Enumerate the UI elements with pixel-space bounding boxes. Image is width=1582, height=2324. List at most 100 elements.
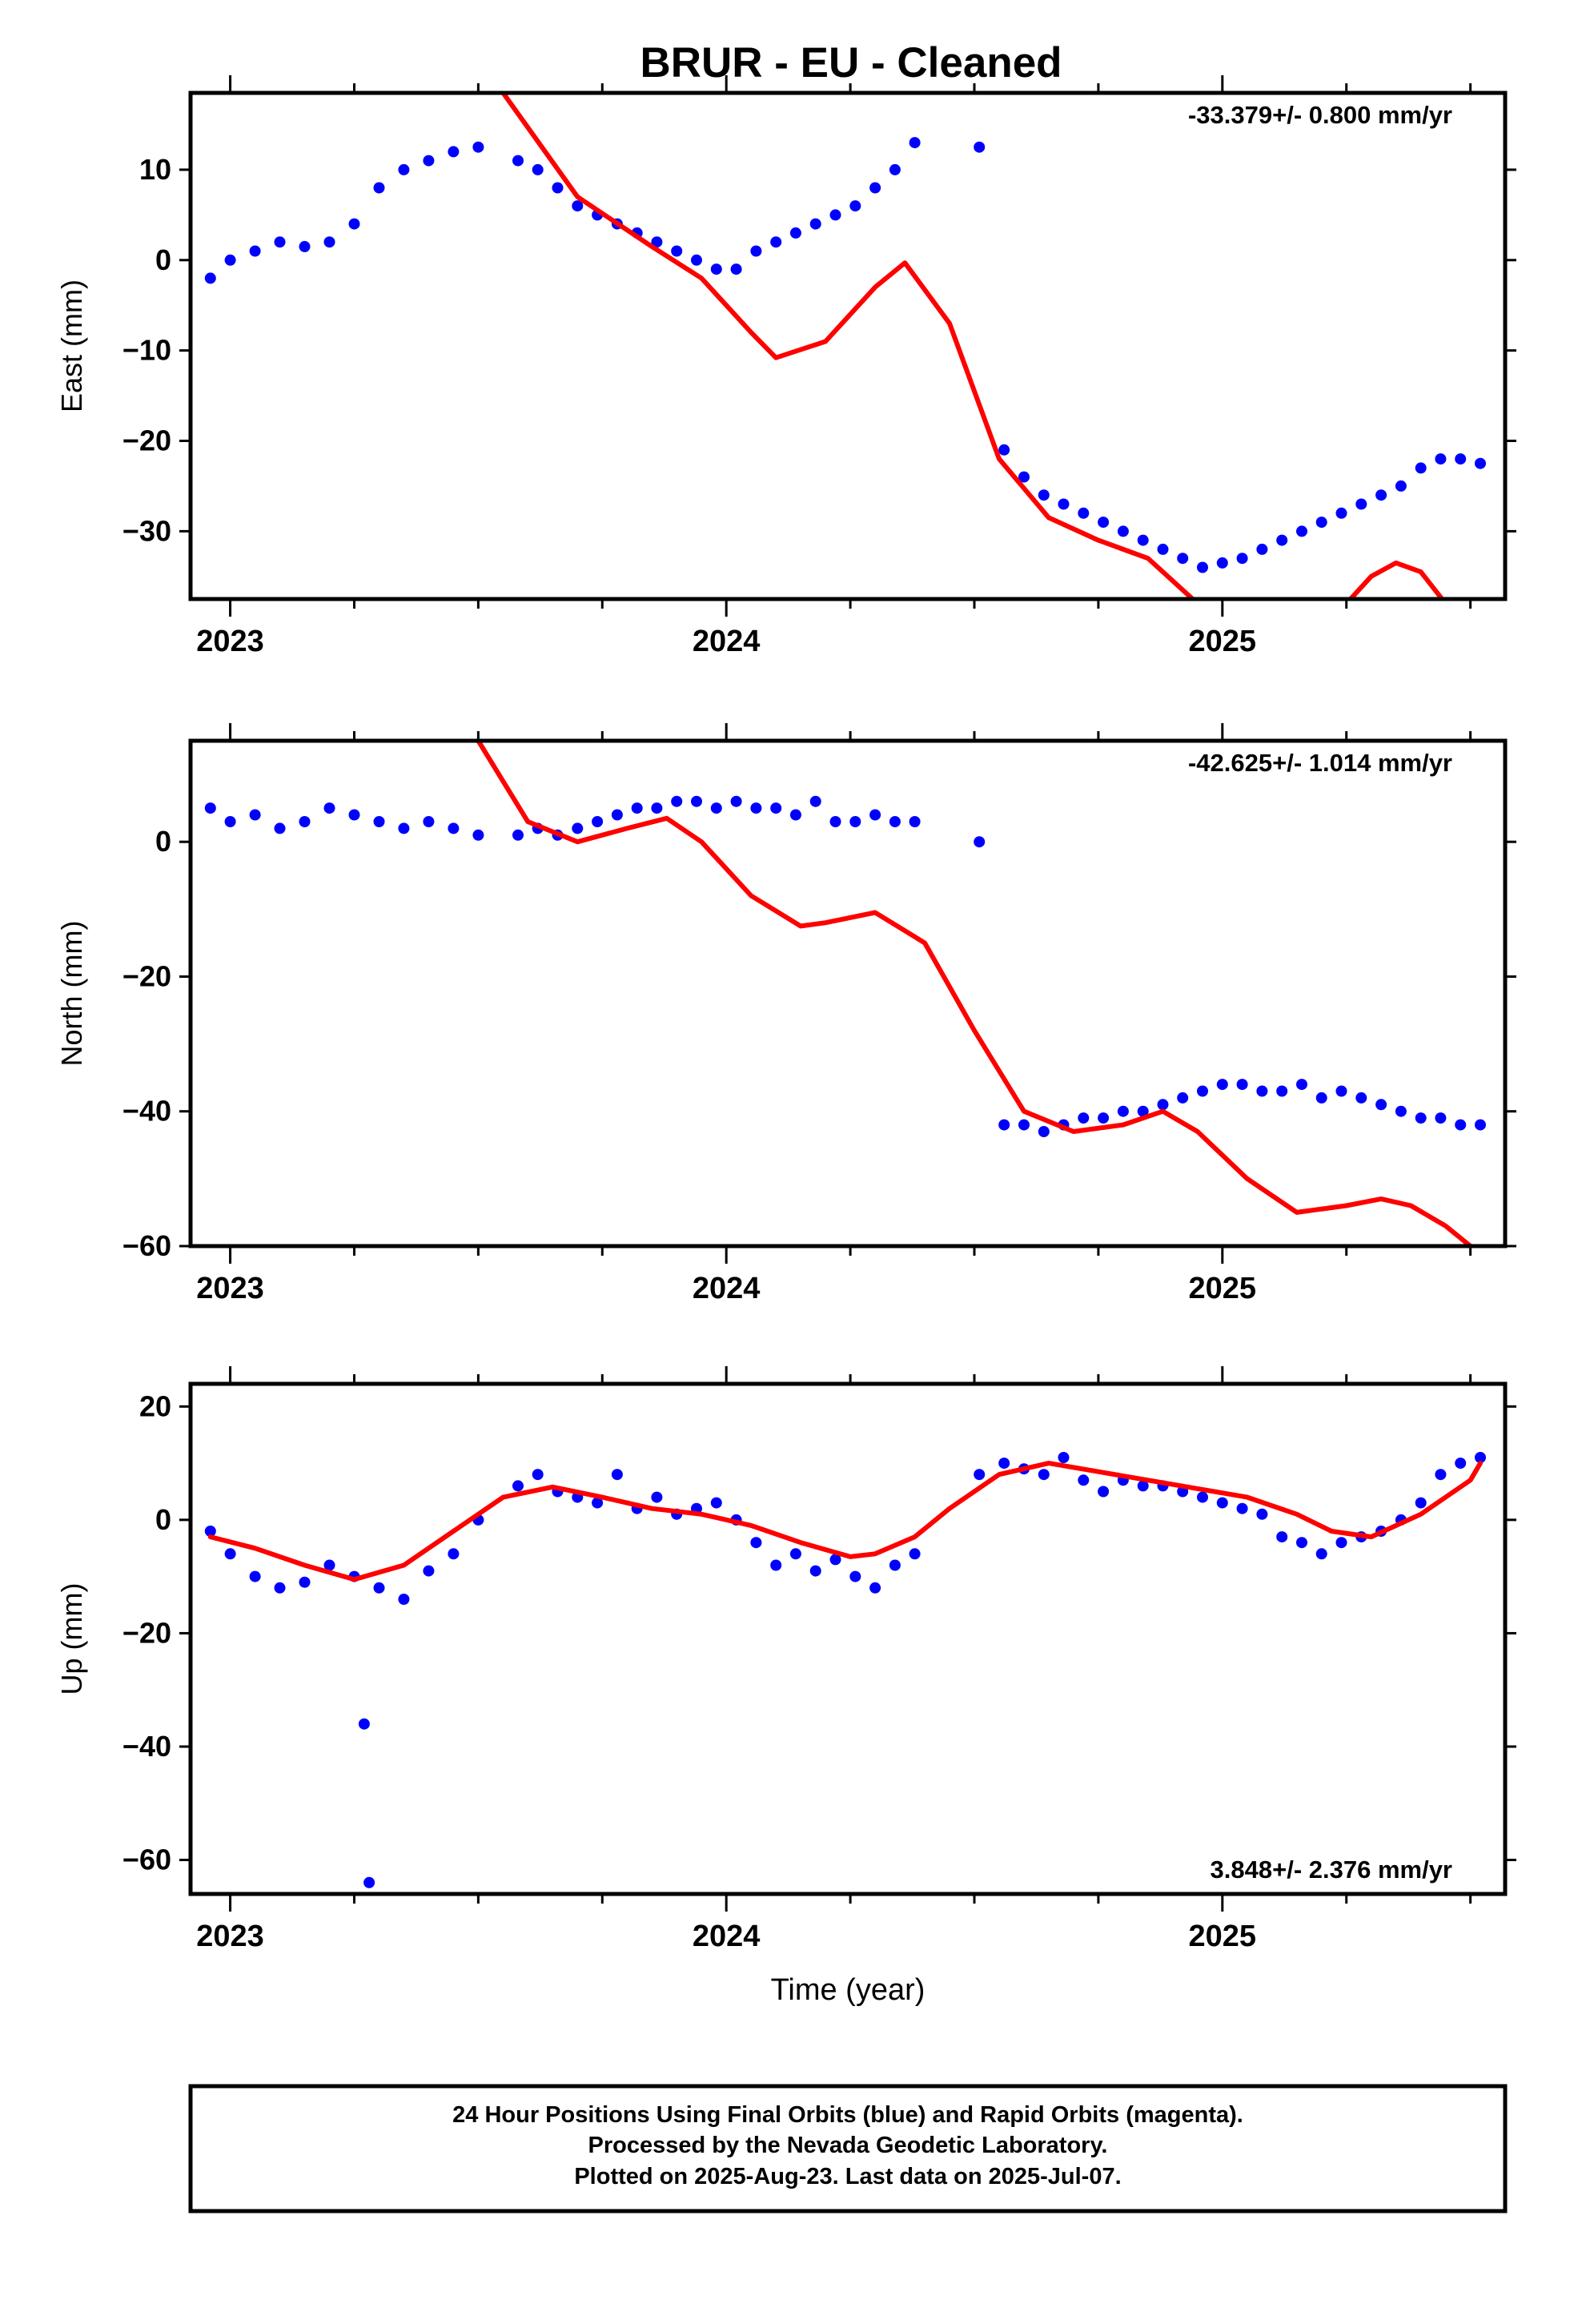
data-point <box>323 236 335 248</box>
data-point <box>532 1469 544 1481</box>
data-point <box>592 816 604 827</box>
data-point <box>1018 1119 1030 1131</box>
y-tick-label: −20 <box>122 424 171 457</box>
data-point <box>299 240 311 252</box>
data-point <box>1415 1112 1427 1124</box>
data-point <box>1256 543 1268 555</box>
data-point <box>1435 453 1447 465</box>
data-point <box>1335 1537 1347 1549</box>
y-tick-label: −20 <box>122 1616 171 1649</box>
data-point <box>1177 1092 1189 1104</box>
y-tick-label: 10 <box>139 153 171 186</box>
figure-title: BRUR - EU - Cleaned <box>640 39 1062 86</box>
data-point <box>770 236 782 248</box>
data-point <box>274 1582 286 1594</box>
data-point <box>299 816 311 827</box>
y-tick-label: −10 <box>122 334 171 367</box>
footer-line-2: Processed by the Nevada Geodetic Laborat… <box>588 2133 1108 2158</box>
x-tick-label: 2023 <box>196 1920 264 1953</box>
data-point <box>1197 561 1208 573</box>
data-point <box>398 822 410 834</box>
data-point <box>448 1548 460 1560</box>
data-point <box>299 1576 311 1588</box>
data-point <box>631 802 643 814</box>
data-point <box>1435 1112 1447 1124</box>
data-point <box>1197 1085 1208 1097</box>
data-point <box>829 1554 841 1566</box>
data-point <box>448 146 460 158</box>
data-point <box>224 254 236 266</box>
y-tick-label: 0 <box>155 1503 171 1536</box>
data-point <box>398 163 410 175</box>
data-point <box>423 1565 435 1577</box>
y-tick-label: 0 <box>155 243 171 276</box>
north-panel: −60 −40 −20 0 2023 2024 2025 North (mm) -42.625+… <box>55 723 1516 1305</box>
data-point <box>204 802 216 814</box>
data-point <box>730 795 742 807</box>
data-point <box>651 1491 663 1503</box>
data-point <box>224 1548 236 1560</box>
rate-annotation: -42.625+/- 1.014 mm/yr <box>1188 749 1452 777</box>
data-point <box>472 829 484 841</box>
y-tick-label: 20 <box>139 1389 171 1422</box>
data-point <box>398 1594 410 1605</box>
data-point <box>1157 1099 1169 1111</box>
data-point <box>889 1559 901 1571</box>
x-tick-label: 2024 <box>693 1272 761 1305</box>
data-point <box>358 1718 370 1730</box>
y-tick-label: −40 <box>122 1730 171 1763</box>
data-point <box>1018 471 1030 483</box>
data-point <box>770 802 782 814</box>
plot-frame <box>188 738 1508 1248</box>
plot-frame <box>188 1381 1508 1896</box>
data-point <box>809 218 821 230</box>
footer-box: 24 Hour Positions Using Final Orbits (bl… <box>188 2084 1508 2213</box>
data-point <box>1117 1105 1129 1117</box>
data-point <box>1216 1497 1228 1509</box>
data-point <box>869 1582 881 1594</box>
x-tick-label: 2024 <box>693 625 761 658</box>
data-point <box>249 1570 261 1582</box>
data-point <box>1296 1537 1307 1549</box>
data-point <box>849 1570 861 1582</box>
data-point <box>611 1469 623 1481</box>
data-point <box>224 816 236 827</box>
data-point <box>651 236 663 248</box>
data-point <box>1137 1105 1149 1117</box>
footer-line-1: 24 Hour Positions Using Final Orbits (bl… <box>452 2102 1243 2128</box>
data-point <box>348 809 360 821</box>
data-point <box>869 809 881 821</box>
data-point <box>249 809 261 821</box>
data-point <box>710 263 722 275</box>
data-point <box>1475 457 1486 469</box>
data-point <box>363 1876 375 1888</box>
data-point <box>1435 1469 1447 1481</box>
y-tick-label: −60 <box>122 1844 171 1876</box>
data-point <box>998 1119 1010 1131</box>
data-point <box>1455 1458 1467 1470</box>
data-point <box>889 816 901 827</box>
fit-line <box>476 741 1473 1246</box>
data-point <box>1216 557 1228 569</box>
data-point <box>373 1582 385 1594</box>
data-point <box>512 1480 524 1492</box>
rate-annotation: 3.848+/- 2.376 mm/yr <box>1211 1856 1452 1884</box>
data-point <box>1078 507 1090 519</box>
x-tick-label: 2023 <box>196 1272 264 1305</box>
data-point <box>1315 1092 1327 1104</box>
data-point <box>789 227 801 239</box>
data-point <box>1415 462 1427 474</box>
data-point <box>789 809 801 821</box>
data-point <box>1098 1486 1110 1498</box>
data-point <box>1335 507 1347 519</box>
x-tick-label: 2025 <box>1189 625 1257 658</box>
data-point <box>909 816 921 827</box>
data-point <box>1455 453 1467 465</box>
data-point <box>1038 1469 1050 1481</box>
data-point <box>1098 1112 1110 1124</box>
data-point <box>974 1469 986 1481</box>
data-point <box>423 155 435 167</box>
data-point <box>770 1559 782 1571</box>
data-point <box>1058 1452 1070 1463</box>
data-point <box>1475 1119 1486 1131</box>
